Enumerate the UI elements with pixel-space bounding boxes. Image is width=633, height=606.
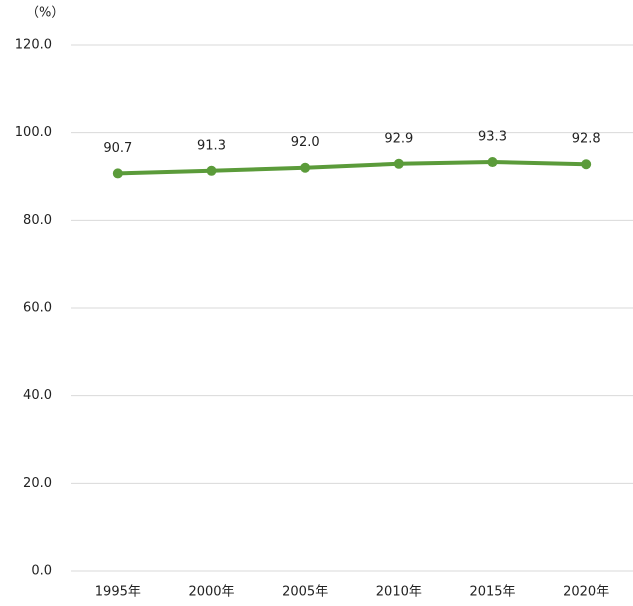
x-tick-label: 2000年 bbox=[188, 585, 234, 600]
x-tick-label: 2005年 bbox=[282, 585, 328, 600]
point bbox=[112, 168, 123, 179]
point bbox=[581, 159, 592, 170]
point bbox=[206, 165, 217, 176]
x-tick-label: 2015年 bbox=[469, 585, 515, 600]
point bbox=[487, 157, 498, 168]
line bbox=[117, 160, 587, 176]
data-label: 91.3 bbox=[197, 138, 226, 153]
data-label: 92.0 bbox=[291, 135, 320, 150]
y-tick-label: 20.0 bbox=[23, 476, 52, 491]
y-tick-label: 40.0 bbox=[23, 388, 52, 403]
y-tick-label: 100.0 bbox=[15, 125, 52, 140]
point bbox=[393, 158, 404, 169]
x-tick-label: 2010年 bbox=[376, 585, 422, 600]
x-tick-label: 1995年 bbox=[95, 585, 141, 600]
y-unit-label: （%） bbox=[26, 6, 64, 21]
data-label: 92.8 bbox=[572, 132, 601, 147]
data-label: 90.7 bbox=[103, 141, 132, 156]
y-tick-label: 0.0 bbox=[31, 564, 52, 579]
y-tick-label: 120.0 bbox=[15, 38, 52, 53]
y-tick-label: 80.0 bbox=[23, 213, 52, 228]
y-tick-label: 60.0 bbox=[23, 301, 52, 316]
data-label: 92.9 bbox=[384, 131, 413, 146]
x-tick-label: 2020年 bbox=[563, 585, 609, 600]
point bbox=[300, 162, 311, 173]
data-label: 93.3 bbox=[478, 130, 507, 145]
